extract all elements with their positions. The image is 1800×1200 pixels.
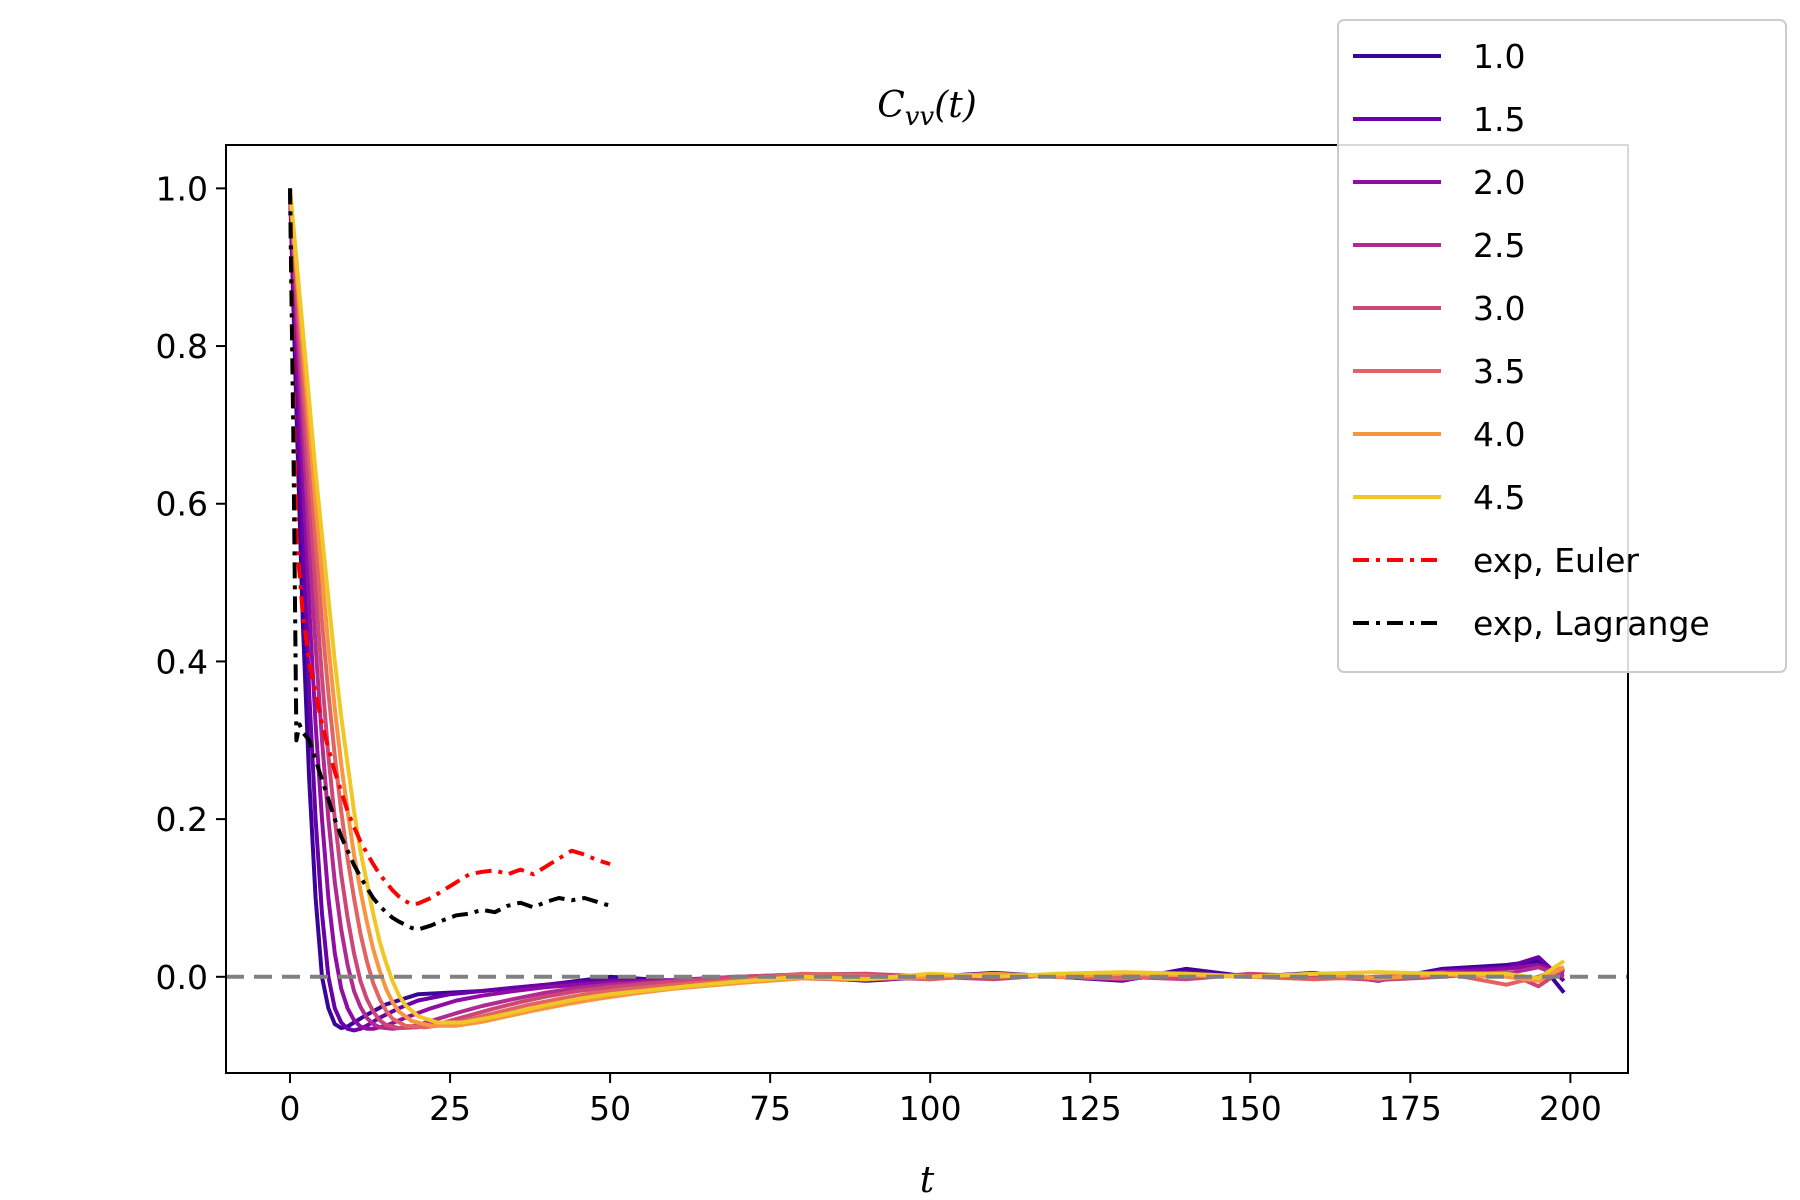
x-tick-label: 200 <box>1539 1089 1602 1128</box>
series-line-exp-lagrange <box>288 188 611 932</box>
legend-label: 4.0 <box>1473 415 1525 454</box>
legend-label: exp, Euler <box>1473 541 1639 580</box>
y-tick-label: 0.2 <box>156 800 208 839</box>
x-axis-ticks: 0 25 50 75 100 125 150 175 200 <box>280 1073 1602 1128</box>
y-tick-label: 1.0 <box>156 169 208 208</box>
x-tick-label: 75 <box>749 1089 791 1128</box>
legend-label: 3.5 <box>1473 352 1525 391</box>
x-tick-label: 175 <box>1379 1089 1442 1128</box>
legend-label: 2.0 <box>1473 163 1525 202</box>
x-tick-label: 150 <box>1219 1089 1282 1128</box>
chart-title-suffix: (t) <box>934 85 977 126</box>
x-tick-label: 50 <box>589 1089 631 1128</box>
legend-label: exp, Lagrange <box>1473 604 1710 643</box>
legend-items: 1.0 1.5 2.0 2.5 3.0 3.5 4.0 4.5 exp, Euler exp, L… <box>1353 37 1710 643</box>
x-tick-label: 25 <box>429 1089 471 1128</box>
legend-label: 1.0 <box>1473 37 1525 76</box>
y-tick-label: 0.4 <box>156 642 208 681</box>
chart-title-main: C <box>877 85 905 126</box>
legend-label: 1.5 <box>1473 100 1525 139</box>
x-tick-label: 125 <box>1059 1089 1122 1128</box>
y-axis-ticks: 0.0 0.2 0.4 0.6 0.8 1.0 <box>156 169 226 997</box>
legend-box <box>1337 19 1787 673</box>
series-line-exp-euler <box>288 188 611 907</box>
y-tick-label: 0.8 <box>156 327 208 366</box>
x-tick-label: 0 <box>280 1089 301 1128</box>
legend: 1.0 1.5 2.0 2.5 3.0 3.5 4.0 4.5 exp, Euler exp, L… <box>1337 19 1787 673</box>
chart-title-subscript: vv <box>905 102 935 132</box>
legend-label: 3.0 <box>1473 289 1525 328</box>
y-tick-label: 0.6 <box>156 485 208 524</box>
legend-label: 4.5 <box>1473 478 1525 517</box>
chart-title: Cvv(t) <box>877 85 977 132</box>
legend-label: 2.5 <box>1473 226 1525 265</box>
x-tick-label: 100 <box>899 1089 962 1128</box>
series-line-4-5 <box>288 188 1566 1025</box>
plot-lines <box>288 188 1566 1033</box>
y-tick-label: 0.0 <box>156 958 208 997</box>
x-axis-title: t <box>920 1160 935 1200</box>
